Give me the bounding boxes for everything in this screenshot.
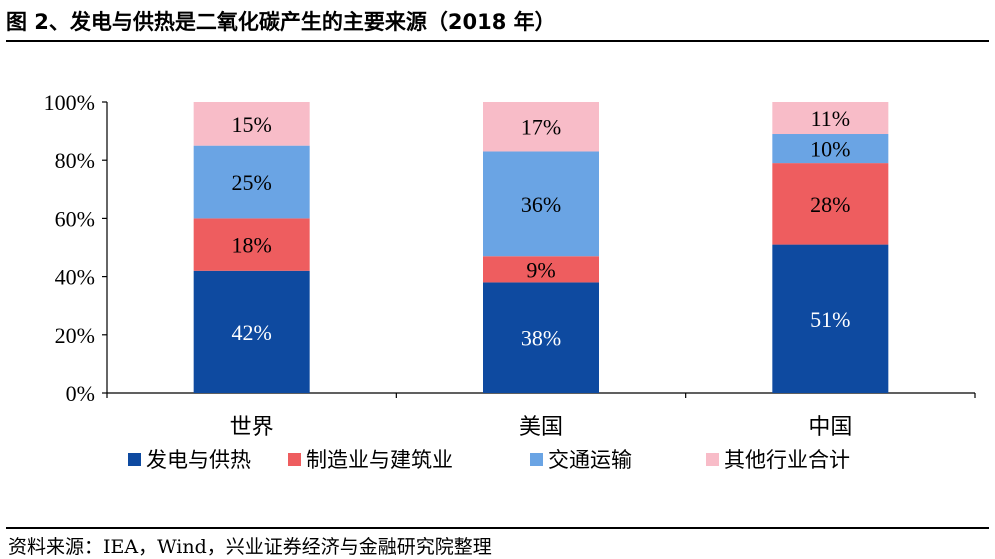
bar-segment xyxy=(772,134,889,164)
bar-segment xyxy=(193,270,310,393)
bars: 42% 18% 25% 15% 世界 38% 9% 36% 17% 美国 51% 28% 10% 11% 中… xyxy=(193,102,889,440)
y-tick-label: 80% xyxy=(55,148,95,173)
bar-segment xyxy=(483,102,599,152)
y-tick-label: 100% xyxy=(44,90,95,115)
data-label: 42% xyxy=(232,320,272,345)
legend-label: 其他行业合计 xyxy=(724,448,850,472)
y-tick-label: 40% xyxy=(55,265,95,290)
data-label: 38% xyxy=(521,326,561,351)
source-rule xyxy=(6,527,989,529)
bar-segment xyxy=(193,145,310,219)
bar-segment xyxy=(772,163,889,245)
y-tick-label: 20% xyxy=(55,323,95,348)
bar-segment xyxy=(193,102,310,146)
data-label: 36% xyxy=(521,192,561,217)
title-rule xyxy=(6,40,989,42)
legend-swatch xyxy=(288,453,301,466)
data-label: 15% xyxy=(232,112,272,137)
category-label: 美国 xyxy=(519,415,563,440)
data-label: 25% xyxy=(232,170,272,195)
bar-segment xyxy=(483,282,599,393)
data-label: 18% xyxy=(232,233,272,258)
bar-segment xyxy=(483,151,599,257)
bar-segment xyxy=(483,256,599,283)
category-label: 世界 xyxy=(230,415,274,440)
legend-swatch xyxy=(128,453,141,466)
legend: 发电与供热 制造业与建筑业 交通运输 其他行业合计 xyxy=(128,448,850,472)
bar-segment xyxy=(772,102,889,135)
bar-segment xyxy=(193,218,310,271)
y-tick-label: 0% xyxy=(66,381,95,406)
data-label: 28% xyxy=(810,192,850,217)
category-label: 中国 xyxy=(808,415,852,440)
data-label: 9% xyxy=(526,257,555,282)
legend-label: 制造业与建筑业 xyxy=(306,448,453,472)
data-label: 51% xyxy=(810,307,850,332)
source-note: 资料来源：IEA，Wind，兴业证券经济与金融研究院整理 xyxy=(8,536,492,558)
stacked-bar-chart: 0% 20% 40% 60% 80% 100% 42% 18% 25% 15% 世界 38% 9% 36… xyxy=(44,90,976,472)
legend-label: 交通运输 xyxy=(548,448,632,472)
chart-title: 图 2、发电与供热是二氧化碳产生的主要来源（2018 年） xyxy=(6,10,556,34)
y-tick-label: 60% xyxy=(55,206,95,231)
legend-swatch xyxy=(530,453,543,466)
data-label: 17% xyxy=(521,115,561,140)
data-label: 10% xyxy=(810,137,850,162)
legend-swatch xyxy=(706,453,719,466)
legend-label: 发电与供热 xyxy=(146,448,251,472)
data-label: 11% xyxy=(811,106,851,131)
bar-segment xyxy=(772,244,889,393)
